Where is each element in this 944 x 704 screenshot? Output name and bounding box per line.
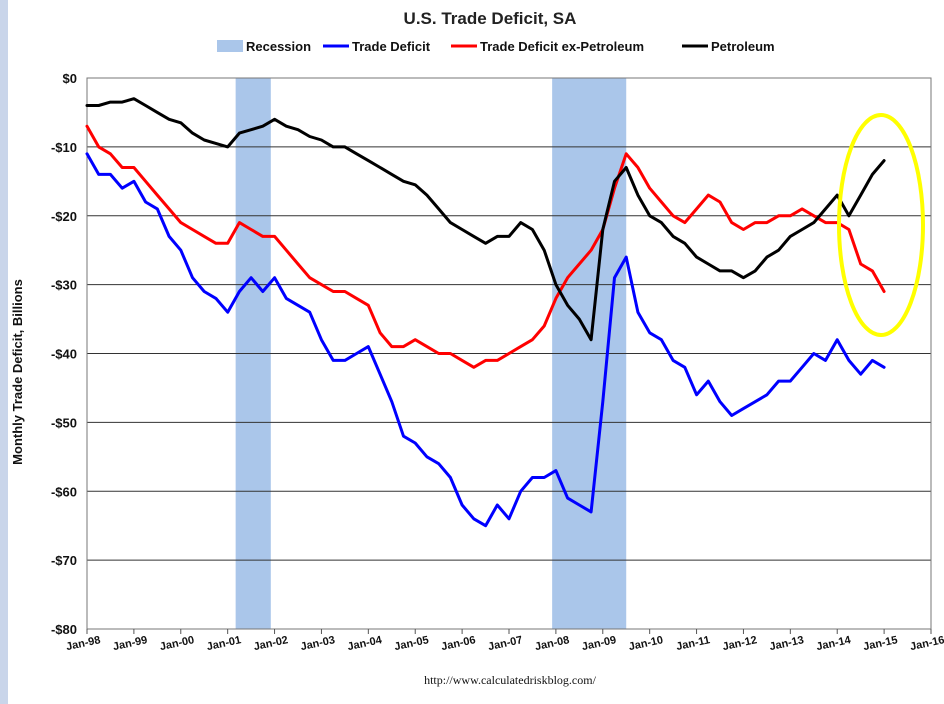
- x-tick-label: Jan-14: [815, 634, 852, 653]
- x-tick-label: Jan-15: [862, 634, 899, 653]
- y-tick-label: -$50: [51, 415, 77, 430]
- x-tick-label: Jan-00: [159, 634, 196, 653]
- y-tick-label: -$40: [51, 347, 77, 362]
- y-tick-label: -$20: [51, 209, 77, 224]
- source-text: http://www.calculatedriskblog.com/: [424, 673, 597, 687]
- legend-swatch-recession: [217, 40, 243, 52]
- x-axis-ticks: Jan-98 Jan-99 Jan-00 Jan-01 Jan-02 Jan-03 Jan-…: [65, 629, 944, 653]
- x-tick-label: Jan-09: [581, 634, 618, 653]
- x-tick-label: Jan-02: [253, 634, 290, 653]
- x-tick-label: Jan-07: [487, 634, 524, 653]
- y-axis-label: Monthly Trade Deficit, Billions: [10, 279, 25, 465]
- y-tick-label: $0: [63, 71, 77, 86]
- y-tick-label: -$10: [51, 140, 77, 155]
- series-line-petroleum: [85, 97, 886, 342]
- x-tick-label: Jan-08: [534, 634, 571, 653]
- series-lines: [85, 97, 886, 528]
- y-tick-label: -$30: [51, 278, 77, 293]
- y-tick-label: -$60: [51, 484, 77, 499]
- x-tick-label: Jan-04: [346, 634, 383, 653]
- x-tick-label: Jan-05: [393, 634, 430, 653]
- x-tick-label: Jan-12: [721, 634, 758, 653]
- chart-title: U.S. Trade Deficit, SA: [404, 9, 577, 28]
- x-tick-label: Jan-98: [65, 634, 102, 653]
- x-tick-label: Jan-13: [768, 634, 805, 653]
- legend-label-recession: Recession: [246, 39, 311, 54]
- highlight-ellipse: [837, 113, 925, 337]
- legend-label-ex-petroleum: Trade Deficit ex-Petroleum: [480, 39, 644, 54]
- x-tick-label: Jan-16: [909, 634, 944, 653]
- x-tick-label: Jan-01: [206, 634, 243, 653]
- legend-label-petroleum: Petroleum: [711, 39, 775, 54]
- y-axis-ticks: $0 -$10 -$20 -$30 -$40 -$50 -$60 -$70 -$80: [51, 71, 77, 637]
- y-tick-label: -$80: [51, 622, 77, 637]
- x-tick-label: Jan-11: [675, 634, 711, 653]
- left-edge-strip: [0, 0, 8, 704]
- legend: Recession Trade Deficit Trade Deficit ex…: [217, 39, 775, 54]
- x-tick-label: Jan-99: [112, 634, 149, 653]
- x-tick-label: Jan-10: [628, 634, 665, 653]
- x-tick-label: Jan-06: [440, 634, 477, 653]
- x-tick-label: Jan-03: [299, 634, 336, 653]
- legend-label-trade-deficit: Trade Deficit: [352, 39, 431, 54]
- series-line-trade-deficit-ex-petroleum: [85, 124, 886, 369]
- y-tick-label: -$70: [51, 553, 77, 568]
- series-line-trade-deficit: [85, 152, 886, 528]
